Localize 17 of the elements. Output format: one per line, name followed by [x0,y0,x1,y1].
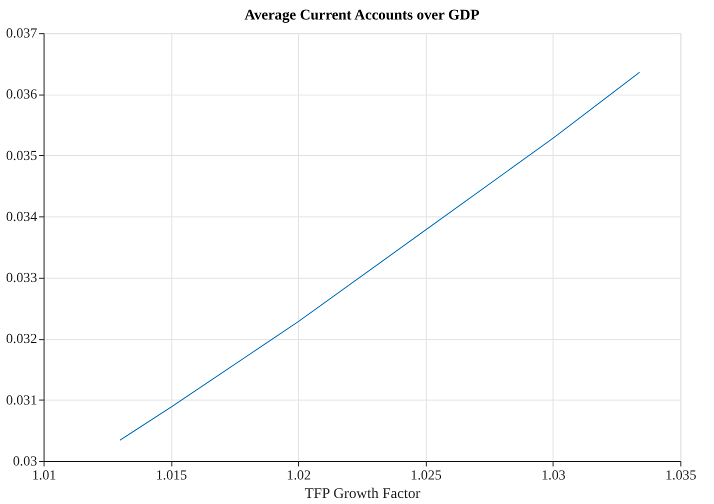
y-tick-label: 0.032 [6,331,38,346]
chart-title: Average Current Accounts over GDP [244,7,480,24]
x-tick-label: 1.03 [541,467,566,482]
y-tick-label: 0.037 [6,26,38,41]
x-tick-label: 1.035 [665,467,696,482]
y-tick-label: 0.034 [6,208,38,224]
x-axis-title: TFP Growth Factor [304,486,420,502]
x-tick-label: 1.015 [156,467,188,482]
y-tick-label: 0.03 [12,453,38,468]
y-tick-label: 0.031 [6,392,38,408]
y-tick-label: 0.033 [6,270,38,286]
x-tick-label: 1.02 [286,467,311,482]
y-tick-label: 0.036 [6,86,38,102]
y-tick-label: 0.035 [6,148,38,163]
x-tick-label: 1.01 [32,467,56,482]
x-tick-label: 1.025 [410,467,442,482]
line-series [119,72,640,441]
